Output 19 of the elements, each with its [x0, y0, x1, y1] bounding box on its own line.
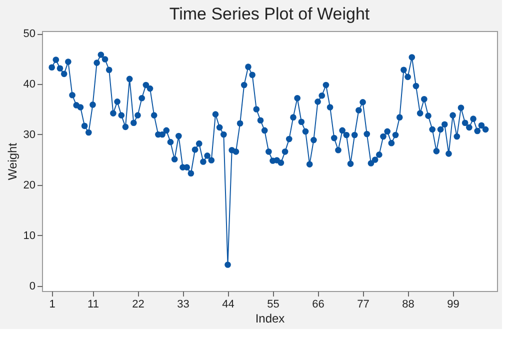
x-tick-label: 44	[222, 298, 234, 310]
x-tick-label: 22	[132, 298, 144, 310]
chart-title: Time Series Plot of Weight	[169, 4, 370, 24]
y-tick-label: 50	[23, 28, 36, 40]
y-axis-title: Weight	[5, 142, 20, 180]
y-tick-label: 30	[23, 128, 36, 141]
x-tick-label: 77	[357, 298, 370, 310]
x-tick-label: 66	[312, 298, 324, 310]
y-tick-label: 10	[23, 230, 36, 242]
y-tick-label: 40	[23, 78, 36, 91]
x-tick-label: 55	[267, 298, 280, 310]
x-tick-label: 88	[402, 298, 414, 310]
y-tick-label: 20	[23, 179, 36, 192]
x-tick-label: 11	[88, 298, 99, 310]
x-tick-label: 99	[447, 298, 460, 310]
x-axis-title: Index	[255, 312, 285, 326]
y-tick-label: 0	[29, 280, 36, 292]
x-tick-label: 33	[177, 298, 190, 310]
x-tick-label: 1	[49, 298, 56, 310]
